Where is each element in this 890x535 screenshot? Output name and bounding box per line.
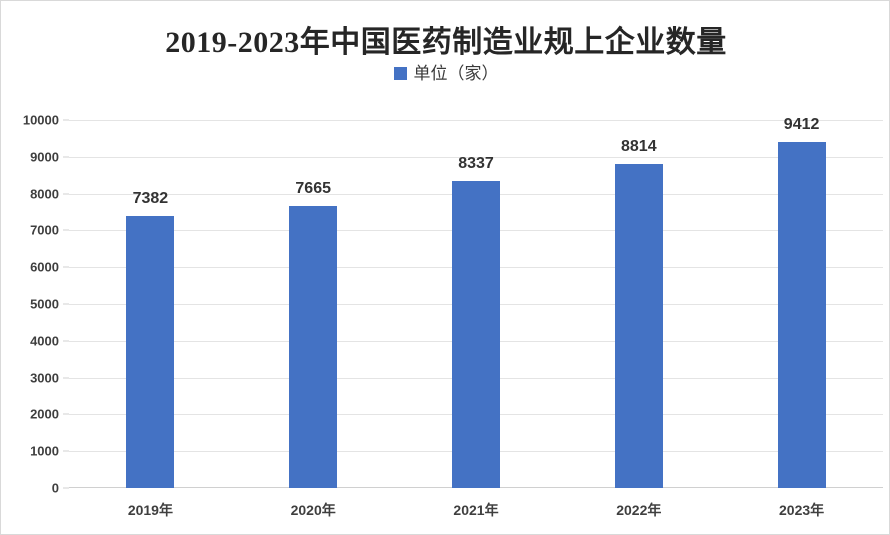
y-axis-tick-mark [63, 377, 69, 379]
x-axis-tick-label: 2019年 [127, 502, 173, 518]
bar-value-label: 7382 [132, 190, 169, 208]
x-axis-tick-label: 2023年 [779, 502, 825, 518]
y-axis-tick-mark [63, 413, 69, 415]
y-axis-tick-mark [63, 119, 69, 121]
y-axis-tick-label: 4000 [30, 333, 59, 349]
y-axis-tick-mark [63, 193, 69, 195]
bar-value-label: 7665 [295, 179, 331, 197]
y-axis-tick-label: 1000 [30, 443, 59, 459]
y-axis-tick-mark [63, 303, 69, 305]
y-axis-tick-mark [63, 266, 69, 268]
x-axis-tick-label: 2021年 [453, 502, 499, 518]
y-axis-tick-label: 9000 [30, 149, 59, 165]
gridline [69, 120, 883, 121]
bar-2019年[interactable] [126, 216, 175, 488]
y-axis-tick-label: 6000 [30, 259, 59, 275]
chart-legend: 单位（家） [1, 64, 889, 83]
bar-value-label: 8814 [621, 137, 657, 155]
y-axis-tick-mark [63, 450, 69, 452]
y-axis-tick-mark [63, 229, 69, 231]
y-axis-tick-label: 0 [51, 480, 59, 496]
bar-value-label: 8337 [458, 155, 494, 173]
legend-item-label: 单位（家） [413, 64, 499, 83]
bar-2023年[interactable] [777, 141, 826, 488]
y-axis-tick-label: 7000 [30, 222, 59, 238]
x-axis-tick-label: 2020年 [290, 502, 336, 518]
y-axis-tick-mark [63, 340, 69, 342]
chart-title: 2019-2023年中国医药制造业规上企业数量 [165, 26, 727, 59]
gridline [69, 156, 883, 158]
legend-swatch-icon [393, 67, 407, 80]
y-axis-tick-label: 10000 [22, 112, 59, 128]
y-axis-tick-mark [63, 156, 69, 158]
x-axis-tick-label: 2022年 [616, 502, 662, 518]
bar-value-label: 9412 [783, 115, 820, 133]
y-axis: 10000 9000 8000 7000 6000 5000 4000 3000 2000 100… [1, 113, 69, 496]
y-axis-tick-mark [63, 487, 69, 489]
x-axis: 2019年 2020年 2021年 2022年 2023年 [69, 488, 883, 534]
y-axis-tick-label: 2000 [30, 406, 59, 422]
plot-area: 7382 7665 8337 8814 9412 [69, 116, 883, 488]
y-axis-tick-label: 5000 [30, 296, 59, 312]
y-axis-tick-label: 8000 [30, 186, 59, 202]
bar-2020年[interactable] [289, 205, 338, 488]
y-axis-tick-label: 3000 [30, 370, 59, 386]
bar-2021年[interactable] [452, 181, 500, 488]
bar-2022年[interactable] [614, 163, 663, 488]
